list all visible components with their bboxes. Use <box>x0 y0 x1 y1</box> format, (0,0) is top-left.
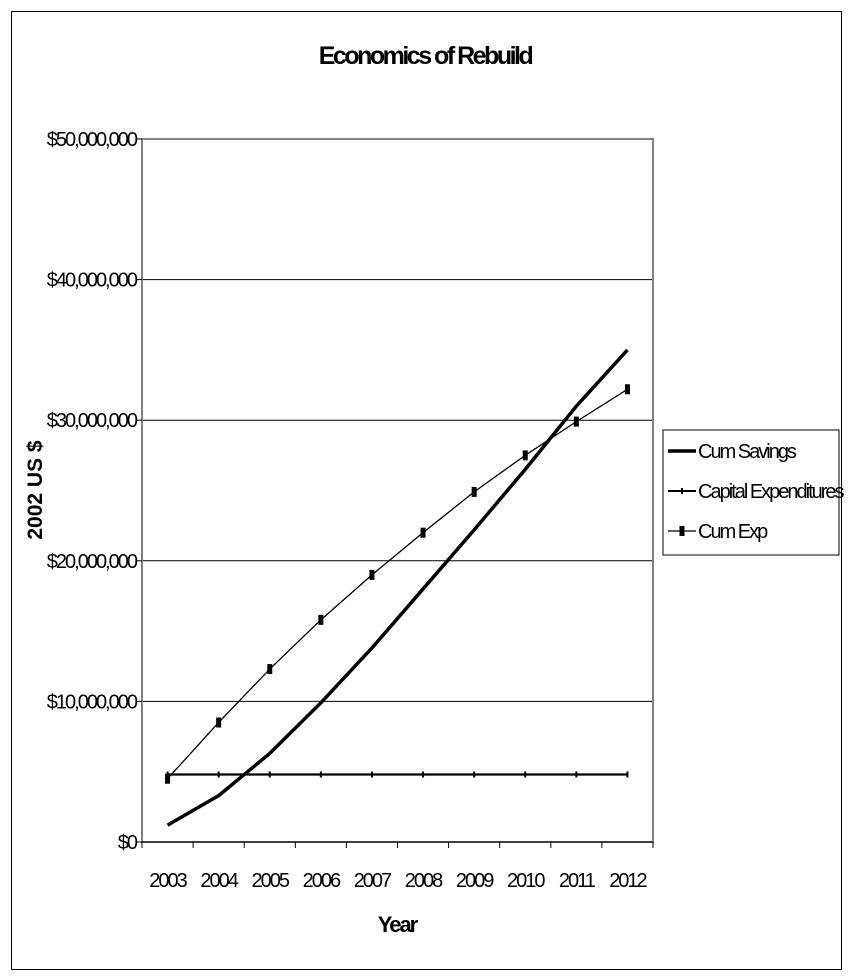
series-layer <box>165 348 630 827</box>
series-line <box>167 388 628 780</box>
y-tick-label: $20,000,000 <box>47 551 138 573</box>
x-tick-label: 2008 <box>405 870 443 892</box>
x-tick-label: 2006 <box>303 870 341 892</box>
legend-marker <box>679 526 685 536</box>
gridlines <box>142 279 653 702</box>
x-tick-label: 2005 <box>252 870 290 892</box>
legend-item: Cum Savings <box>668 441 799 463</box>
data-point <box>522 450 528 461</box>
series-cum-savings <box>166 348 629 827</box>
legend-label: Cum Savings <box>698 441 797 463</box>
legend-item: Capital Expenditures <box>668 481 847 503</box>
legend: Cum Savings Capital Expenditures Cum Exp <box>662 429 847 556</box>
data-point <box>369 569 375 580</box>
legend-label: Capital Expenditures <box>698 481 845 503</box>
data-point <box>624 384 630 395</box>
series-line <box>166 348 629 827</box>
x-tick-label: 2012 <box>609 870 647 892</box>
legend-item: Cum Exp <box>668 521 770 543</box>
x-tick-label: 2009 <box>456 870 494 892</box>
data-point <box>318 614 324 625</box>
x-tick-label: 2003 <box>149 870 187 892</box>
y-tick-label: $40,000,000 <box>47 270 138 292</box>
x-tick-label: 2011 <box>559 870 596 892</box>
data-point <box>216 717 222 728</box>
data-point <box>420 527 426 538</box>
data-point <box>573 416 579 427</box>
data-point <box>471 486 477 497</box>
data-point <box>267 664 273 675</box>
series-cum-exp <box>165 384 630 784</box>
data-point <box>165 773 171 784</box>
series-capital-expenditures <box>166 771 629 778</box>
y-tick-label: $50,000,000 <box>47 129 138 151</box>
y-tick-label: $30,000,000 <box>47 410 138 432</box>
y-tick-label: $0 <box>118 832 138 854</box>
x-axis-ticks: 2003 2004 2005 2006 2007 2008 2009 2010 2011 2012 <box>141 841 654 892</box>
x-tick-label: 2007 <box>354 870 392 892</box>
legend-label: Cum Exp <box>698 521 768 543</box>
chart-title: Economics of Rebuild <box>319 42 533 70</box>
y-axis-title: 2002 US $ <box>24 440 47 540</box>
x-tick-label: 2010 <box>507 870 545 892</box>
y-tick-label: $10,000,000 <box>47 691 138 713</box>
x-axis-title: Year <box>378 912 419 937</box>
y-axis-ticks: $0 $10,000,000 $20,000,000 $30,000,000 $40,0… <box>47 129 142 854</box>
plot-area <box>141 138 654 843</box>
x-tick-label: 2004 <box>200 870 238 892</box>
